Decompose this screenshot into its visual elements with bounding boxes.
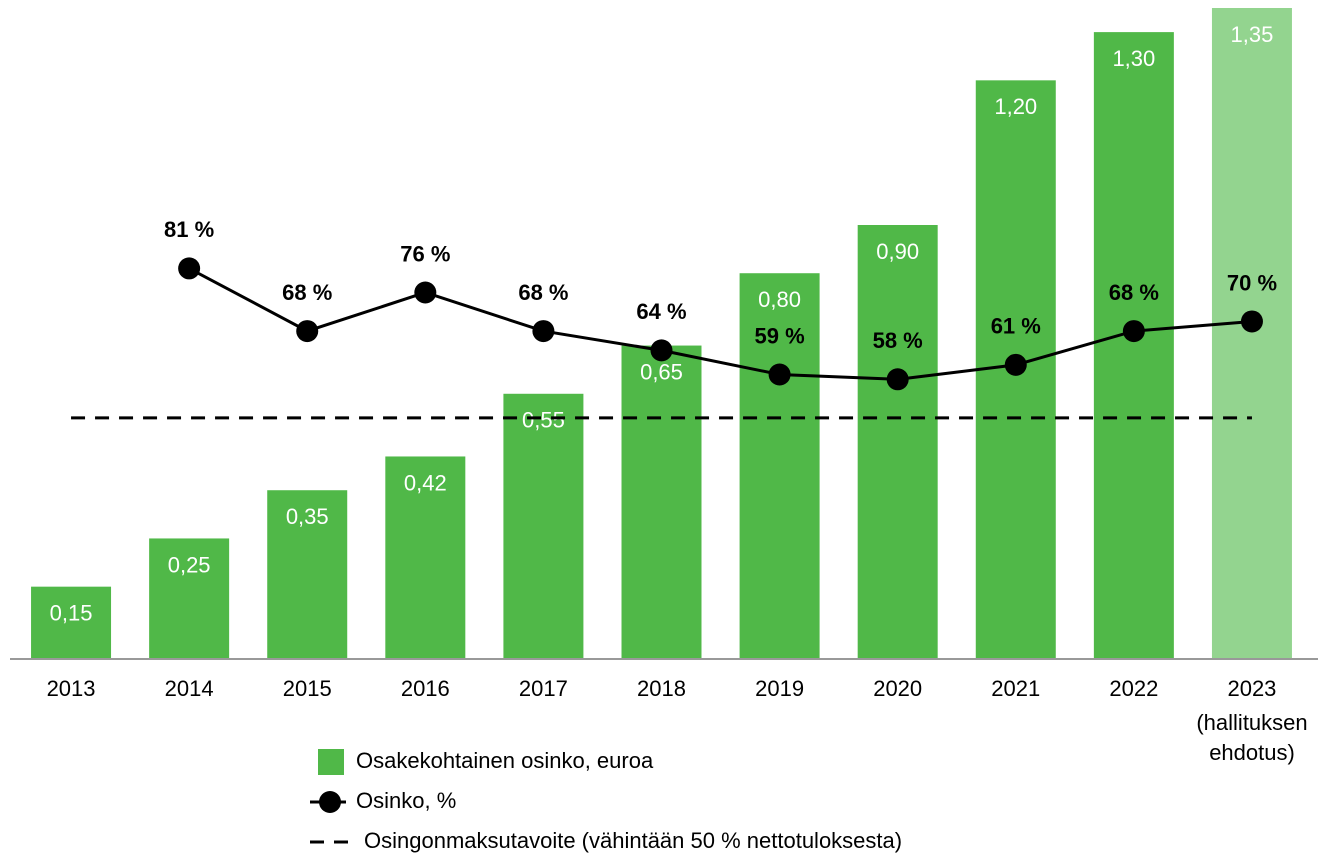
bar [385,456,466,659]
line-marker [886,368,909,391]
line-marker [296,320,319,343]
bar [31,586,112,659]
bar-value-label: 0,90 [876,239,919,264]
line-value-label: 68 % [282,280,332,305]
bar [1093,32,1174,660]
line-marker [532,320,555,343]
x-tick-label: 2013 [47,676,96,701]
legend-label: Osinko, % [356,788,456,813]
x-tick-label: 2020 [873,676,922,701]
line-value-label: 64 % [636,299,686,324]
legend-swatch [318,749,344,775]
x-tick-label: 2023 [1227,676,1276,701]
bar-value-label: 0,35 [286,504,329,529]
legend-marker [319,791,341,813]
x-tick-label: 2017 [519,676,568,701]
line-value-label: 81 % [164,217,214,242]
bar-value-label: 0,15 [50,600,93,625]
bar-value-label: 0,25 [168,552,211,577]
line-value-label: 61 % [991,314,1041,339]
bar [857,225,938,659]
x-tick-label: 2014 [165,676,214,701]
x-tick-label: 2018 [637,676,686,701]
line-marker [650,339,673,362]
line-marker [1240,310,1263,333]
bar-value-label: 0,42 [404,470,447,495]
x-tick-label: 2016 [401,676,450,701]
line [188,267,1253,381]
line-marker [414,281,437,304]
bar [149,538,230,659]
legend-label: Osakekohtainen osinko, euroa [356,748,654,773]
line-value-label: 59 % [755,323,805,348]
bar-value-label: 1,35 [1231,22,1274,47]
x-tick-label: 2021 [991,676,1040,701]
legend-label: Osingonmaksutavoite (vähintään 50 % nett… [364,828,902,853]
bar [503,393,584,659]
bar [1211,8,1292,659]
line-marker [1004,353,1027,376]
x-tick-label: 2015 [283,676,332,701]
bar-value-label: 1,20 [994,94,1037,119]
line-value-label: 58 % [873,328,923,353]
bar-value-label: 1,30 [1112,46,1155,71]
bar-value-label: 0,80 [758,287,801,312]
x-tick-label: 2022 [1109,676,1158,701]
line-value-label: 70 % [1227,270,1277,295]
bar-value-label: 0,65 [640,359,683,384]
category-note: (hallituksen ehdotus) [1196,710,1308,765]
line-marker [178,257,201,280]
line-marker [1122,320,1145,343]
line-value-label: 76 % [400,241,450,266]
line-value-label: 68 % [518,280,568,305]
line-marker [768,363,791,386]
x-tick-label: 2019 [755,676,804,701]
line-value-label: 68 % [1109,280,1159,305]
bar-value-label: 0,55 [522,408,565,433]
bar [739,273,820,659]
bar [267,490,348,659]
bar [621,345,702,659]
